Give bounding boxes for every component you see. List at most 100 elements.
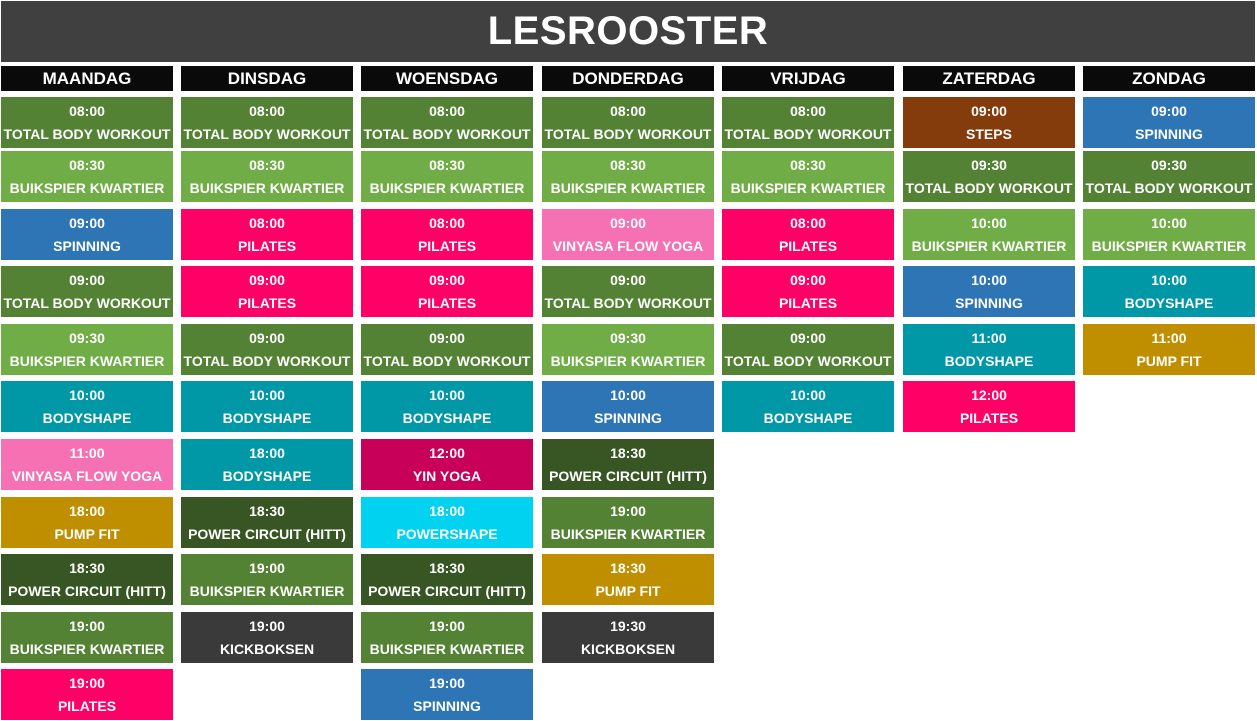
class-slot: 09:30 TOTAL BODY WORKOUT: [1083, 151, 1255, 202]
class-name: TOTAL BODY WORKOUT: [3, 125, 171, 142]
class-slot: 19:00 KICKBOKSEN: [181, 612, 353, 663]
class-name: TOTAL BODY WORKOUT: [1085, 179, 1253, 196]
class-time: 08:00: [429, 214, 465, 231]
class-slot: 11:00 VINYASA FLOW YOGA: [1, 439, 173, 490]
class-name: TOTAL BODY WORKOUT: [724, 352, 892, 369]
class-name: PILATES: [237, 237, 297, 254]
class-time: 08:30: [790, 156, 826, 173]
class-name: POWER CIRCUIT (HITT): [188, 525, 346, 542]
class-name: BUIKSPIER KWARTIER: [550, 179, 706, 196]
class-time: 18:00: [249, 444, 285, 461]
class-slot: 10:00 BODYSHAPE: [181, 381, 353, 432]
class-time: 09:30: [971, 156, 1007, 173]
class-slot: 12:00 PILATES: [903, 381, 1075, 432]
class-time: 08:30: [69, 156, 105, 173]
class-name: BODYSHAPE: [402, 409, 492, 426]
day-header-donderdag: DONDERDAG: [542, 66, 714, 91]
class-name: VINYASA FLOW YOGA: [11, 467, 163, 484]
class-slot: 19:00 SPINNING: [361, 669, 533, 720]
class-slot: 18:30 POWER CIRCUIT (HITT): [542, 439, 714, 490]
class-slot: 09:00 PILATES: [181, 266, 353, 317]
class-slot: 08:00 TOTAL BODY WORKOUT: [542, 97, 714, 148]
class-name: BODYSHAPE: [42, 409, 132, 426]
class-time: 11:00: [69, 444, 105, 461]
class-slot: 11:00 PUMP FIT: [1083, 324, 1255, 375]
class-slot: 18:00 POWERSHAPE: [361, 497, 533, 548]
class-name: TOTAL BODY WORKOUT: [183, 352, 351, 369]
class-time: 19:30: [610, 617, 646, 634]
schedule-title: LESROOSTER: [1, 1, 1255, 62]
class-slot: 18:30 POWER CIRCUIT (HITT): [361, 554, 533, 605]
class-name: PUMP FIT: [595, 582, 661, 599]
class-time: 09:00: [971, 102, 1007, 119]
class-slot: 08:00 TOTAL BODY WORKOUT: [722, 97, 894, 148]
class-slot: 09:00 PILATES: [722, 266, 894, 317]
class-slot: 08:00 PILATES: [181, 209, 353, 260]
class-name: BUIKSPIER KWARTIER: [189, 582, 345, 599]
class-time: 19:00: [249, 559, 285, 576]
class-slot: 19:30 KICKBOKSEN: [542, 612, 714, 663]
class-name: YIN YOGA: [412, 467, 482, 484]
class-name: POWERSHAPE: [396, 525, 498, 542]
class-name: TOTAL BODY WORKOUT: [544, 125, 712, 142]
class-time: 08:00: [790, 102, 826, 119]
class-slot: 10:00 SPINNING: [903, 266, 1075, 317]
class-time: 10:00: [790, 386, 826, 403]
class-time: 12:00: [971, 386, 1007, 403]
class-name: SPINNING: [413, 697, 481, 714]
class-time: 08:30: [249, 156, 285, 173]
class-time: 10:00: [429, 386, 465, 403]
class-name: BUIKSPIER KWARTIER: [9, 352, 165, 369]
class-time: 19:00: [610, 502, 646, 519]
class-slot: 09:00 SPINNING: [1, 209, 173, 260]
class-slot: 18:00 PUMP FIT: [1, 497, 173, 548]
class-name: BODYSHAPE: [1124, 294, 1214, 311]
class-time: 09:00: [429, 329, 465, 346]
class-slot: 09:00 TOTAL BODY WORKOUT: [542, 266, 714, 317]
class-name: POWER CIRCUIT (HITT): [368, 582, 526, 599]
class-slot: 10:00 BODYSHAPE: [722, 381, 894, 432]
class-name: STEPS: [966, 125, 1012, 142]
class-name: BUIKSPIER KWARTIER: [189, 179, 345, 196]
class-time: 10:00: [971, 214, 1007, 231]
class-time: 10:00: [610, 386, 646, 403]
day-header-zaterdag: ZATERDAG: [903, 66, 1075, 91]
class-slot: 08:00 TOTAL BODY WORKOUT: [1, 97, 173, 148]
class-slot: 08:00 TOTAL BODY WORKOUT: [181, 97, 353, 148]
class-slot: 08:30 BUIKSPIER KWARTIER: [1, 151, 173, 202]
class-slot: 09:00 VINYASA FLOW YOGA: [542, 209, 714, 260]
class-time: 09:00: [69, 271, 105, 288]
class-time: 10:00: [69, 386, 105, 403]
class-slot: 10:00 BODYSHAPE: [1, 381, 173, 432]
class-slot: 10:00 SPINNING: [542, 381, 714, 432]
class-time: 09:00: [790, 271, 826, 288]
class-time: 18:30: [249, 502, 285, 519]
class-name: PILATES: [778, 237, 838, 254]
class-time: 10:00: [971, 271, 1007, 288]
class-slot: 10:00 BUIKSPIER KWARTIER: [1083, 209, 1255, 260]
class-time: 19:00: [249, 617, 285, 634]
class-slot: 09:30 TOTAL BODY WORKOUT: [903, 151, 1075, 202]
class-slot: 19:00 BUIKSPIER KWARTIER: [542, 497, 714, 548]
class-slot: 12:00 YIN YOGA: [361, 439, 533, 490]
class-name: BUIKSPIER KWARTIER: [550, 525, 706, 542]
class-slot: 08:30 BUIKSPIER KWARTIER: [542, 151, 714, 202]
class-time: 08:30: [610, 156, 646, 173]
class-time: 09:00: [610, 214, 646, 231]
class-slot: 09:00 TOTAL BODY WORKOUT: [722, 324, 894, 375]
class-name: PILATES: [417, 237, 477, 254]
class-name: PILATES: [417, 294, 477, 311]
class-name: PUMP FIT: [1136, 352, 1202, 369]
class-time: 09:00: [1151, 102, 1187, 119]
class-time: 19:00: [429, 674, 465, 691]
class-time: 09:00: [249, 271, 285, 288]
class-name: KICKBOKSEN: [219, 640, 315, 657]
class-slot: 18:00 BODYSHAPE: [181, 439, 353, 490]
class-name: TOTAL BODY WORKOUT: [724, 125, 892, 142]
class-time: 09:00: [610, 271, 646, 288]
class-time: 10:00: [1151, 271, 1187, 288]
class-time: 18:00: [69, 502, 105, 519]
class-name: PILATES: [778, 294, 838, 311]
class-slot: 10:00 BODYSHAPE: [1083, 266, 1255, 317]
class-name: PILATES: [959, 409, 1019, 426]
